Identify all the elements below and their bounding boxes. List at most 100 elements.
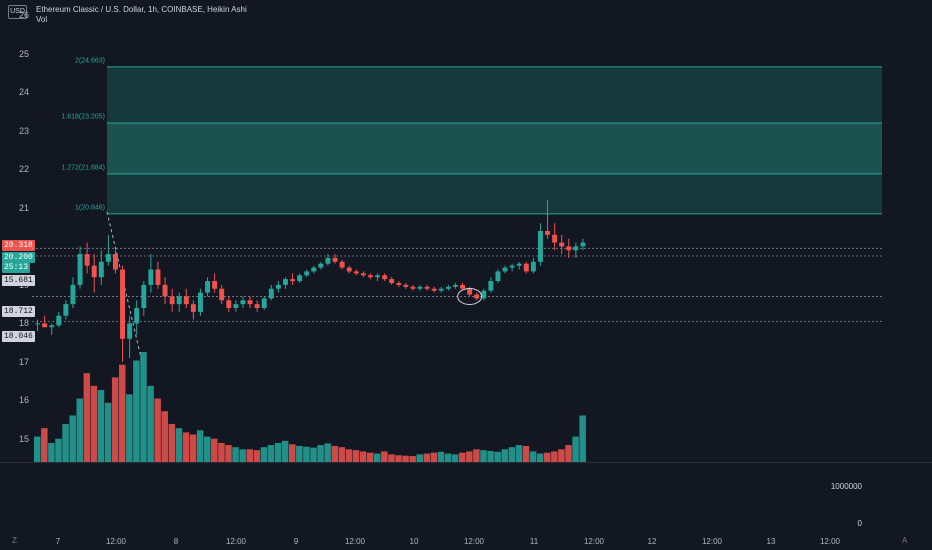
- volume-bar: [409, 456, 416, 462]
- volume-bar: [111, 377, 119, 462]
- volume-bar: [232, 447, 239, 462]
- time-axis[interactable]: 7 12:00 8 12:00 9 12:00 10 12:00 11 12:00 12 12:00 1…: [32, 532, 882, 550]
- time-tick: 8: [173, 537, 179, 546]
- volume-bar: [579, 415, 586, 462]
- candle-body: [545, 231, 551, 235]
- candle-body: [247, 300, 253, 305]
- volume-tick-zero: 0: [857, 519, 862, 528]
- fib-zone-0: [107, 66, 882, 124]
- volume-bar: [515, 445, 523, 462]
- volume-bar: [423, 453, 431, 462]
- volume-bar: [536, 453, 544, 462]
- candle-body: [360, 273, 366, 276]
- fib-label: 1.272(21.884): [61, 164, 105, 172]
- price-tick: 24: [19, 87, 30, 98]
- volume-bar: [317, 445, 324, 462]
- candle-body: [438, 288, 444, 291]
- volume-bar: [473, 449, 480, 462]
- price-tag: 20.200: [2, 252, 35, 263]
- candle-body: [112, 254, 118, 270]
- volume-pane: 1000000 0: [32, 464, 882, 532]
- volume-bar: [126, 394, 133, 462]
- volume-bar: [501, 449, 508, 462]
- candle-body: [134, 308, 140, 324]
- volume-bar: [281, 440, 289, 462]
- volume-bar: [416, 454, 423, 462]
- volume-bar: [225, 445, 232, 462]
- symbol-title: Ethereum Classic / U.S. Dollar, 1h, COIN…: [36, 5, 247, 14]
- candle-body: [523, 263, 529, 272]
- time-tick: 12:00: [583, 537, 605, 546]
- volume-bar: [253, 450, 261, 462]
- price-pane[interactable]: 2(24.663) 1.618(23.205) 1.272(21.884) 1(20.…: [32, 0, 932, 462]
- volume-bar: [480, 450, 487, 462]
- fib-zone-1: [107, 123, 882, 174]
- candle-body: [226, 300, 232, 308]
- candle-body: [240, 300, 246, 305]
- auto-scale-button[interactable]: A: [902, 536, 908, 545]
- fib-zone-2: [107, 173, 882, 214]
- candle-body: [339, 261, 345, 268]
- volume-bar: [175, 428, 183, 462]
- candle-body: [417, 286, 423, 289]
- candle-body: [431, 288, 437, 291]
- candle-body: [162, 284, 168, 297]
- candle-body: [460, 284, 466, 289]
- volume-bar: [90, 385, 98, 462]
- candle-body: [56, 315, 62, 326]
- candle-body: [530, 261, 536, 272]
- volume-bar: [168, 423, 176, 462]
- price-scale[interactable]: 26252423222120191817161520.31820.20025:1…: [0, 0, 35, 550]
- volume-bar: [289, 444, 296, 462]
- candle-body: [254, 304, 260, 308]
- volume-bar: [451, 454, 459, 462]
- candle-body: [127, 323, 133, 339]
- volume-bar: [551, 451, 558, 462]
- volume-bar: [211, 438, 218, 462]
- volume-bar: [565, 445, 572, 462]
- volume-bar: [338, 447, 346, 462]
- volume-bar: [147, 385, 154, 462]
- candle-body: [176, 296, 182, 305]
- price-tick: 26: [19, 10, 30, 21]
- time-tick: 9: [293, 537, 299, 546]
- volume-bar: [97, 390, 105, 462]
- time-tick: 12:00: [105, 537, 127, 546]
- price-tick: 25: [19, 48, 30, 59]
- volume-bar: [345, 449, 353, 462]
- volume-bar: [381, 451, 388, 462]
- volume-bar: [395, 455, 402, 462]
- volume-bar: [83, 373, 91, 462]
- price-tick: 15: [19, 433, 30, 444]
- price-tick: 21: [19, 202, 30, 213]
- candle-body: [389, 279, 395, 283]
- currency-button[interactable]: USD: [8, 5, 27, 19]
- zoom-toggle-button[interactable]: Z: [12, 536, 17, 545]
- volume-bar: [508, 447, 516, 462]
- volume-bar: [388, 454, 395, 462]
- candle-body: [481, 290, 487, 299]
- price-tag: 18.046: [2, 331, 35, 342]
- candle-body: [70, 284, 76, 305]
- volume-bar: [296, 445, 303, 462]
- volume-bar: [69, 415, 76, 462]
- candle-body: [148, 269, 154, 285]
- candle-body: [98, 261, 104, 278]
- candle-body: [268, 288, 274, 299]
- volume-bar: [196, 430, 204, 462]
- candlestick-chart[interactable]: [32, 0, 882, 462]
- candle-body: [91, 265, 97, 278]
- pane-divider[interactable]: [0, 462, 932, 463]
- candle-body: [63, 304, 69, 316]
- circle-annotation: [457, 287, 483, 305]
- candle-body: [84, 254, 90, 266]
- candle-body: [346, 267, 352, 272]
- volume-bar: [466, 451, 473, 462]
- candle-body: [120, 269, 126, 339]
- volume-bar: [48, 442, 55, 462]
- candle-body: [105, 254, 111, 262]
- candle-body: [445, 286, 451, 289]
- price-tick: 16: [19, 395, 30, 406]
- volume-bar: [133, 360, 140, 462]
- volume-bar: [260, 447, 268, 462]
